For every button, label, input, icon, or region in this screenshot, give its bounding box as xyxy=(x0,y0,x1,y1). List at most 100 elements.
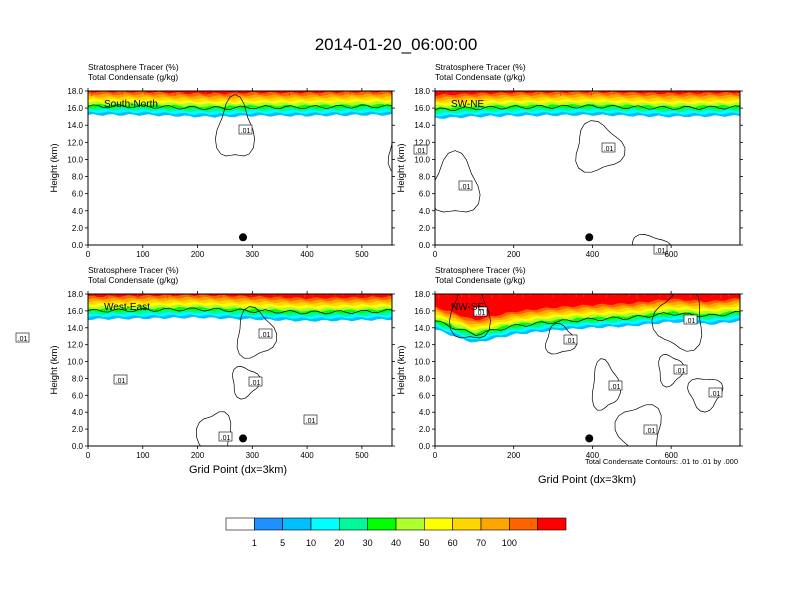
contour-note: Total Condensate Contours: .01 to .01 by… xyxy=(585,457,738,466)
colorbar-label: 30 xyxy=(363,538,373,548)
x-tick-label: 200 xyxy=(191,250,205,259)
colorbar-swatch xyxy=(480,517,510,531)
y-axis: 0.0 2.0 4.0 6.0 8.0 10.0 12.0 14.0 16.0 18.0 Heigh… xyxy=(49,290,395,451)
colorbar-label: 1 xyxy=(252,538,257,548)
y-axis: 0.0 2.0 4.0 6.0 8.0 10.0 12.0 14.0 16.0 18.0 Heigh… xyxy=(49,87,395,250)
y-axis-label: Height (km) xyxy=(49,143,60,192)
condensate-contour xyxy=(449,294,491,339)
y-tick-label: 2.0 xyxy=(72,224,84,233)
contour-label: .01 xyxy=(18,336,28,343)
panel-name: NW-SE xyxy=(451,302,484,313)
y-axis: 0.0 2.0 4.0 6.0 8.0 10.0 12.0 14.0 16.0 18.0 Heigh… xyxy=(396,290,743,451)
contour-label: .01 xyxy=(461,184,471,191)
plot-area xyxy=(88,91,392,245)
x-tick-label: 400 xyxy=(586,250,600,259)
contour-label: .01 xyxy=(611,384,621,391)
y-tick-label: 12.0 xyxy=(67,138,83,147)
colorbar-label: 40 xyxy=(391,538,401,548)
panel-subtitle-tracer: Stratosphere Tracer (%) xyxy=(88,62,179,72)
contour-label: .01 xyxy=(251,380,261,387)
panel-subtitle-tracer: Stratosphere Tracer (%) xyxy=(435,62,526,72)
x-tick-label: 300 xyxy=(246,451,260,460)
panel-south-north: Stratosphere Tracer (%)Total Condensate … xyxy=(49,62,428,259)
colorbar-label: 50 xyxy=(419,538,429,548)
contour-label: .01 xyxy=(416,148,426,155)
x-tick-label: 600 xyxy=(664,451,678,460)
y-tick-label: 4.0 xyxy=(72,408,84,417)
condensate-contour xyxy=(632,234,672,245)
condensate-contour xyxy=(387,136,392,172)
y-tick-label: 8.0 xyxy=(419,374,431,383)
panels: Stratosphere Tracer (%)Total Condensate … xyxy=(15,62,743,460)
y-tick-label: 0.0 xyxy=(72,442,84,451)
y-tick-label: 12.0 xyxy=(67,341,83,350)
y-axis-label: Height (km) xyxy=(396,143,407,192)
plot-frame xyxy=(434,293,741,447)
tracer-band xyxy=(88,294,392,300)
location-marker xyxy=(585,434,594,443)
contour-label: .01 xyxy=(686,318,696,325)
condensate-contour xyxy=(88,104,392,111)
contour-label: .01 xyxy=(241,128,251,135)
condensate-contour xyxy=(575,120,626,173)
condensate-contour xyxy=(658,354,685,388)
contour-label: .01 xyxy=(221,435,231,442)
y-axis-label: Height (km) xyxy=(49,345,60,394)
x-tick-label: 500 xyxy=(355,250,369,259)
condensate-contour xyxy=(88,307,392,315)
contour-labels: .01 .01 .01 .01 .01 .01 .01 .01 .01 xyxy=(113,306,723,435)
y-tick-label: 8.0 xyxy=(72,173,84,182)
contour-label: .01 xyxy=(306,418,316,425)
y-tick-label: 10.0 xyxy=(67,155,83,164)
y-tick-label: 16.0 xyxy=(67,307,83,316)
colorbar-swatch xyxy=(282,517,312,531)
y-tick-label: 16.0 xyxy=(414,307,430,316)
y-tick-label: 6.0 xyxy=(72,391,84,400)
colorbar-label: 10 xyxy=(306,538,316,548)
x-tick-label: 600 xyxy=(664,250,678,259)
condensate-contour xyxy=(196,411,232,446)
y-tick-label: 10.0 xyxy=(67,358,83,367)
condensate-contour xyxy=(435,104,740,111)
panel-subtitle-condensate: Total Condensate (g/kg) xyxy=(88,275,178,285)
colorbar-swatch xyxy=(310,517,340,531)
y-tick-label: 18.0 xyxy=(414,87,430,96)
condensate-contour xyxy=(236,306,278,359)
x-tick-label: 0 xyxy=(433,250,438,259)
y-tick-label: 14.0 xyxy=(414,121,430,130)
tracer-band xyxy=(88,91,392,95)
colorbar-swatch xyxy=(509,517,538,531)
condensate-contour xyxy=(614,404,662,446)
x-axis: 0 100 200 300 400 500 xyxy=(86,88,369,259)
y-tick-label: 0.0 xyxy=(419,442,431,451)
x-tick-label: 200 xyxy=(507,250,521,259)
panel-west-east: Stratosphere Tracer (%)Total Condensate … xyxy=(15,265,508,460)
y-tick-label: 4.0 xyxy=(419,207,431,216)
colorbar-swatch xyxy=(452,517,482,531)
y-tick-label: 16.0 xyxy=(414,104,430,113)
plot-frame xyxy=(434,90,741,246)
x-tick-label: 500 xyxy=(355,451,369,460)
y-tick-label: 4.0 xyxy=(419,408,431,417)
condensate-contour xyxy=(651,294,703,352)
y-tick-label: 8.0 xyxy=(72,374,84,383)
colorbar-swatch xyxy=(339,517,368,531)
y-tick-label: 10.0 xyxy=(414,358,430,367)
y-tick-label: 16.0 xyxy=(67,104,83,113)
contour-label: .01 xyxy=(676,368,686,375)
y-tick-label: 18.0 xyxy=(414,290,430,299)
y-tick-label: 6.0 xyxy=(419,190,431,199)
figure-title: 2014-01-20_06:00:00 xyxy=(315,35,478,54)
x-tick-label: 100 xyxy=(136,250,150,259)
panel-subtitle-condensate: Total Condensate (g/kg) xyxy=(435,275,525,285)
y-tick-label: 0.0 xyxy=(419,241,431,250)
colorbar-swatch xyxy=(424,517,453,531)
location-marker xyxy=(239,434,248,443)
panel-subtitle-condensate: Total Condensate (g/kg) xyxy=(88,72,178,82)
y-tick-label: 12.0 xyxy=(414,341,430,350)
y-tick-label: 2.0 xyxy=(419,224,431,233)
location-marker xyxy=(239,233,248,242)
x-axis-label-left: Grid Point (dx=3km) xyxy=(189,464,287,476)
y-tick-label: 18.0 xyxy=(67,87,83,96)
x-tick-label: 0 xyxy=(86,451,91,460)
